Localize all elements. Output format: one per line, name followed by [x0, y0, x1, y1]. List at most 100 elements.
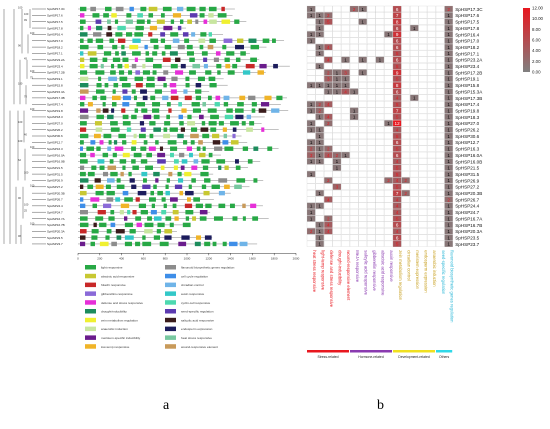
heatmap-cell: [315, 132, 324, 140]
heatmap-cell: [306, 132, 316, 140]
heatmap-cell: [367, 190, 376, 197]
legend-label: auxin responsive: [181, 292, 204, 296]
cis-element-box: [122, 140, 127, 145]
bootstrap-label: 62: [18, 158, 21, 162]
heatmap-cell: [349, 12, 359, 19]
heatmap-cell: [332, 215, 342, 222]
heatmap-cell: [375, 209, 385, 216]
cis-element-box: [108, 216, 115, 221]
heatmap-cell: [358, 88, 367, 95]
heatmap-gene-label: SpHSP23.5: [455, 235, 479, 240]
group-label: Development-related: [398, 355, 430, 359]
cis-element-box: [146, 152, 152, 158]
heatmap-cell: [358, 94, 367, 101]
heatmap-cell: [341, 164, 350, 171]
gene-label: SpHSP18.2: [47, 45, 63, 49]
heatmap-cell: [435, 151, 445, 159]
heatmap-cell: [358, 31, 367, 38]
cis-element-box: [169, 127, 178, 132]
cis-element-box: [213, 57, 219, 62]
heatmap-cell: [435, 202, 445, 209]
heatmap-cell: [332, 113, 342, 120]
heatmap-cell: [332, 158, 342, 165]
heatmap-value: 1: [310, 210, 313, 215]
heatmap-cell: [341, 221, 350, 228]
legend-swatch: [85, 300, 96, 305]
heatmap-cell: [306, 158, 316, 165]
heatmap-cell: [401, 209, 410, 216]
bootstrap-label: 100: [18, 6, 23, 10]
heatmap-value: 1: [336, 70, 339, 75]
heatmap-cell: [410, 56, 419, 63]
heatmap-value: 1: [318, 19, 321, 24]
heatmap-value: 5: [396, 77, 399, 82]
heatmap-cell: [306, 202, 316, 209]
heatmap-cell: [315, 234, 324, 241]
heatmap-value: 7: [396, 191, 399, 196]
cis-element-box: [152, 70, 157, 75]
cis-element-box: [131, 140, 137, 145]
cis-element-box: [97, 159, 105, 164]
heatmap-cell: [427, 177, 436, 184]
cis-element-box: [99, 222, 107, 228]
cis-element-box: [245, 63, 255, 69]
heatmap-cell: [332, 126, 342, 133]
heatmap-cell: [358, 158, 367, 165]
heatmap-cell: [401, 177, 410, 184]
heatmap-cell: [410, 75, 419, 82]
heatmap-cell: [367, 31, 376, 38]
cis-element-box: [195, 95, 202, 101]
heatmap-cell: [332, 43, 342, 51]
bootstrap-label: 100: [30, 107, 35, 111]
heatmap-cell: [401, 126, 410, 133]
heatmap-cell: [341, 37, 350, 44]
cis-element-box: [204, 241, 211, 247]
cis-element-box: [136, 102, 146, 107]
cis-element-box: [170, 63, 178, 69]
gene-label: SpHSP15.8: [47, 83, 63, 87]
cis-element-box: [108, 76, 118, 82]
cis-element-box: [135, 241, 141, 247]
heatmap-cell: [444, 164, 453, 171]
heatmap-cell: [358, 56, 367, 63]
heatmap-gene-label: SpHSP31.5: [455, 172, 479, 177]
heatmap-cell: [435, 209, 445, 216]
heatmap-cell: [418, 82, 428, 89]
cis-element-box: [272, 38, 276, 43]
heatmap-value: 1: [447, 172, 450, 177]
cis-element-box: [176, 6, 184, 12]
cis-element-box: [177, 44, 185, 50]
cis-element-box: [135, 197, 140, 202]
cis-element-box: [178, 114, 183, 120]
heatmap-cell: [315, 196, 324, 203]
cis-element-box: [184, 95, 192, 101]
heatmap-cell: [315, 82, 324, 89]
cis-element-box: [150, 210, 157, 215]
heatmap-cell: [332, 240, 342, 247]
cis-element-box: [165, 184, 169, 189]
cis-element-box: [80, 152, 87, 158]
cis-element-box: [174, 184, 183, 189]
cis-element-box: [143, 178, 147, 183]
heatmap-cell: [384, 5, 393, 13]
heatmap-cell: [341, 43, 350, 51]
cis-element-box: [170, 152, 174, 158]
cis-element-box: [205, 203, 212, 209]
heatmap-value: 4: [344, 89, 347, 94]
heatmap-cell: [401, 151, 410, 159]
cis-element-box: [189, 70, 196, 75]
motif-axis-tick-label: 200: [97, 256, 102, 260]
cis-element-box: [210, 127, 217, 132]
cis-element-box: [185, 83, 190, 88]
heatmap-cell: [418, 24, 428, 32]
cis-element-box: [186, 6, 196, 12]
cis-element-box: [149, 133, 154, 139]
heatmap-cell: [324, 215, 333, 222]
cis-element-box: [253, 146, 259, 151]
heatmap-value: 1: [379, 58, 382, 63]
heatmap-cell: [401, 196, 410, 203]
heatmap-cell: [410, 50, 419, 57]
heatmap-cell: [401, 158, 410, 165]
cis-element-box: [87, 51, 97, 56]
heatmap-cell: [358, 113, 367, 120]
